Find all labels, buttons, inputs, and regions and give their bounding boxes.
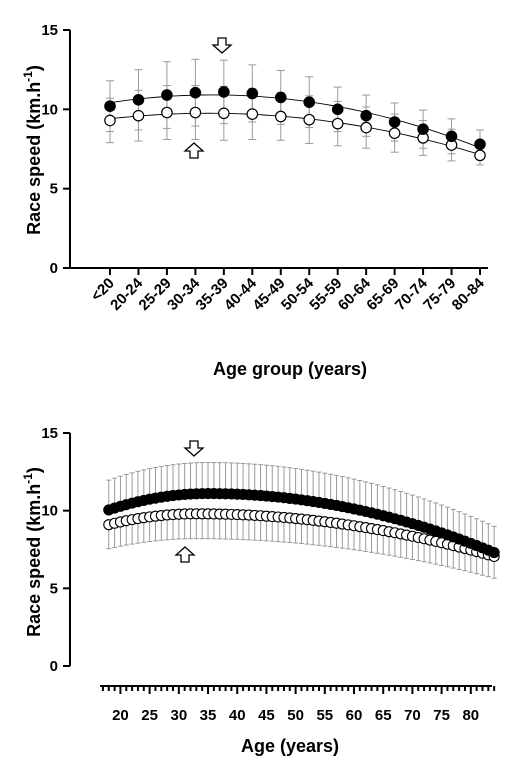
data-point-open xyxy=(274,110,287,123)
x-tick-label: 50 xyxy=(287,707,304,724)
data-point-open xyxy=(246,108,259,120)
data-point-filled xyxy=(189,86,202,99)
data-point-filled xyxy=(360,109,372,122)
bottom-x-tick-labels: 20 25 30 35 40 45 50 55 60 65 70 75 80 xyxy=(112,707,479,724)
top-data-points xyxy=(104,86,486,162)
data-point-filled xyxy=(445,130,458,143)
x-tick-label: 40 xyxy=(229,707,246,724)
arrow-up-icon xyxy=(183,142,205,159)
top-y-tick-labels: 0 5 10 15 xyxy=(41,22,58,277)
bottom-y-tick-labels: 0 5 10 15 xyxy=(41,425,58,675)
y-tick-label: 5 xyxy=(50,580,58,597)
data-point-filled xyxy=(303,96,316,108)
data-point-open xyxy=(303,113,316,126)
top-x-axis-title: Age group (years) xyxy=(213,359,367,379)
data-point-filled xyxy=(417,123,429,135)
top-x-tick-labels: <2020-2425-2930-3435-3940-4445-4950-5455… xyxy=(88,274,488,314)
x-tick-label: 60 xyxy=(346,707,363,724)
x-tick-label: 20 xyxy=(112,707,129,724)
x-tick-label: 35 xyxy=(200,707,217,724)
data-point-filled xyxy=(104,100,116,112)
arrow-up-icon xyxy=(174,546,196,563)
y-tick-label: 10 xyxy=(41,503,58,520)
x-tick-label: 45 xyxy=(258,707,275,724)
bottom-axes xyxy=(63,432,496,694)
data-point-open xyxy=(104,114,116,127)
data-point-open xyxy=(218,107,230,120)
data-point-filled xyxy=(161,89,173,101)
x-tick-label: 75 xyxy=(433,707,450,724)
data-point-open xyxy=(132,109,145,122)
data-point-open xyxy=(360,121,372,134)
data-point-open xyxy=(474,149,486,162)
x-tick-label: 80 xyxy=(462,707,479,724)
data-point-filled xyxy=(218,86,230,98)
bottom-y-axis-title: Race speed (km.h-1) xyxy=(21,467,44,637)
arrow-down-icon xyxy=(211,37,233,54)
data-point-filled xyxy=(488,547,500,559)
bottom-x-axis-title: Age (years) xyxy=(241,736,339,756)
data-point-filled xyxy=(474,138,486,151)
data-point-open xyxy=(388,127,401,139)
x-tick-label: 25 xyxy=(141,707,158,724)
data-point-filled xyxy=(331,103,344,116)
y-tick-label: 15 xyxy=(41,22,58,39)
data-point-filled xyxy=(132,94,145,106)
y-tick-label: 5 xyxy=(50,181,58,198)
data-point-filled xyxy=(246,87,259,100)
data-point-filled xyxy=(274,91,287,104)
data-point-filled xyxy=(388,116,401,128)
y-tick-label: 10 xyxy=(41,101,58,118)
x-tick-label: 55 xyxy=(316,707,333,724)
arrow-down-icon xyxy=(183,440,205,457)
data-point-open xyxy=(161,106,173,119)
panel-top-age-groups: 0 5 10 15 <2020-2425-2930-3435-3940-4445-49… xyxy=(21,22,488,379)
y-tick-label: 0 xyxy=(50,260,58,277)
data-point-open xyxy=(331,117,344,130)
x-tick-label: 65 xyxy=(375,707,392,724)
top-axes xyxy=(63,29,488,275)
data-point-open xyxy=(189,106,202,119)
bottom-data-points xyxy=(103,488,500,563)
panel-bottom-age: 0 5 10 15 20 25 30 35 40 45 50 55 60 65 70 75 80 Race s… xyxy=(21,425,500,756)
y-tick-label: 0 xyxy=(50,658,58,675)
y-tick-label: 15 xyxy=(41,425,58,442)
x-tick-label: 30 xyxy=(170,707,187,724)
top-y-axis-title: Race speed (km.h-1) xyxy=(21,65,44,235)
x-tick-label: 80-84 xyxy=(449,274,489,314)
x-tick-label: 70 xyxy=(404,707,421,724)
